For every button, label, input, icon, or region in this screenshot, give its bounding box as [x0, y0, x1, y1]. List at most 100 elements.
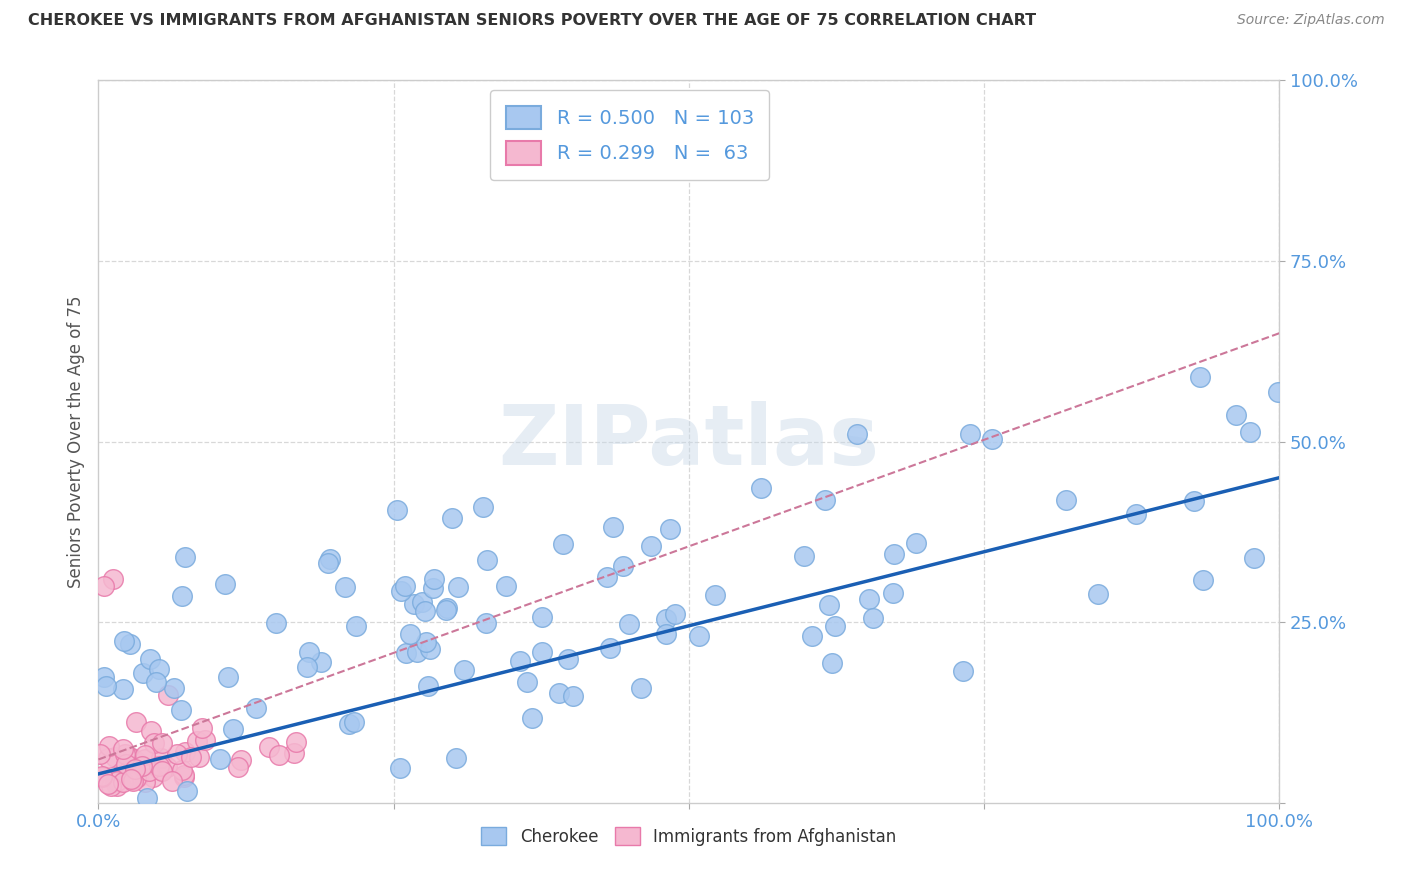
- Point: [186, 734, 208, 748]
- Point: [174, 745, 197, 759]
- Point: [630, 681, 652, 695]
- Point: [316, 556, 339, 570]
- Point: [122, 774, 145, 789]
- Point: [266, 616, 288, 631]
- Point: [131, 759, 153, 773]
- Point: [883, 547, 905, 561]
- Point: [821, 656, 844, 670]
- Point: [344, 619, 367, 633]
- Point: [640, 539, 662, 553]
- Point: [422, 572, 444, 586]
- Point: [444, 751, 467, 765]
- Point: [267, 748, 290, 763]
- Point: [471, 500, 494, 514]
- Point: [114, 757, 136, 772]
- Point: [419, 642, 441, 657]
- Point: [149, 764, 172, 778]
- Point: [221, 723, 243, 737]
- Point: [395, 646, 418, 660]
- Point: [882, 586, 904, 600]
- Point: [121, 772, 143, 787]
- Point: [176, 784, 198, 798]
- Point: [1189, 369, 1212, 384]
- Point: [688, 629, 710, 643]
- Point: [1087, 587, 1109, 601]
- Point: [163, 681, 186, 695]
- Point: [173, 767, 195, 781]
- Point: [283, 746, 305, 760]
- Point: [824, 619, 846, 633]
- Point: [557, 651, 579, 665]
- Point: [111, 774, 134, 789]
- Point: [97, 777, 120, 791]
- Point: [145, 674, 167, 689]
- Point: [413, 604, 436, 618]
- Point: [150, 764, 173, 779]
- Point: [406, 645, 429, 659]
- Point: [134, 775, 156, 789]
- Point: [97, 751, 120, 765]
- Point: [132, 666, 155, 681]
- Point: [209, 752, 232, 766]
- Point: [664, 607, 686, 622]
- Point: [959, 426, 981, 441]
- Point: [295, 659, 318, 673]
- Point: [1182, 493, 1205, 508]
- Point: [121, 751, 143, 765]
- Point: [90, 769, 112, 783]
- Point: [112, 742, 135, 756]
- Point: [1191, 574, 1213, 588]
- Point: [1243, 551, 1265, 566]
- Point: [93, 579, 115, 593]
- Point: [150, 750, 173, 764]
- Point: [285, 734, 308, 748]
- Point: [142, 771, 165, 785]
- Point: [415, 635, 437, 649]
- Point: [655, 612, 678, 626]
- Point: [398, 627, 420, 641]
- Point: [1125, 507, 1147, 521]
- Point: [813, 492, 835, 507]
- Point: [217, 670, 239, 684]
- Point: [93, 670, 115, 684]
- Point: [118, 637, 141, 651]
- Point: [509, 653, 531, 667]
- Point: [134, 752, 156, 766]
- Text: ZIPatlas: ZIPatlas: [499, 401, 879, 482]
- Point: [440, 511, 463, 525]
- Legend: Cherokee, Immigrants from Afghanistan: Cherokee, Immigrants from Afghanistan: [475, 821, 903, 852]
- Point: [862, 611, 884, 625]
- Point: [515, 674, 537, 689]
- Point: [170, 763, 193, 777]
- Point: [436, 600, 458, 615]
- Point: [124, 762, 146, 776]
- Point: [551, 537, 574, 551]
- Point: [170, 589, 193, 603]
- Point: [124, 755, 146, 769]
- Point: [1239, 425, 1261, 439]
- Point: [100, 779, 122, 793]
- Point: [703, 588, 725, 602]
- Point: [120, 772, 142, 787]
- Point: [173, 549, 195, 564]
- Point: [801, 629, 824, 643]
- Point: [173, 770, 195, 784]
- Point: [530, 645, 553, 659]
- Point: [139, 723, 162, 738]
- Point: [136, 791, 159, 805]
- Point: [404, 597, 426, 611]
- Point: [319, 552, 342, 566]
- Point: [952, 664, 974, 678]
- Point: [148, 662, 170, 676]
- Point: [121, 771, 143, 785]
- Point: [125, 755, 148, 769]
- Point: [118, 767, 141, 781]
- Point: [166, 747, 188, 761]
- Point: [416, 679, 439, 693]
- Point: [411, 595, 433, 609]
- Point: [112, 682, 135, 697]
- Point: [105, 773, 128, 788]
- Point: [447, 580, 470, 594]
- Text: CHEROKEE VS IMMIGRANTS FROM AFGHANISTAN SENIORS POVERTY OVER THE AGE OF 75 CORRE: CHEROKEE VS IMMIGRANTS FROM AFGHANISTAN …: [28, 13, 1036, 29]
- Point: [389, 583, 412, 598]
